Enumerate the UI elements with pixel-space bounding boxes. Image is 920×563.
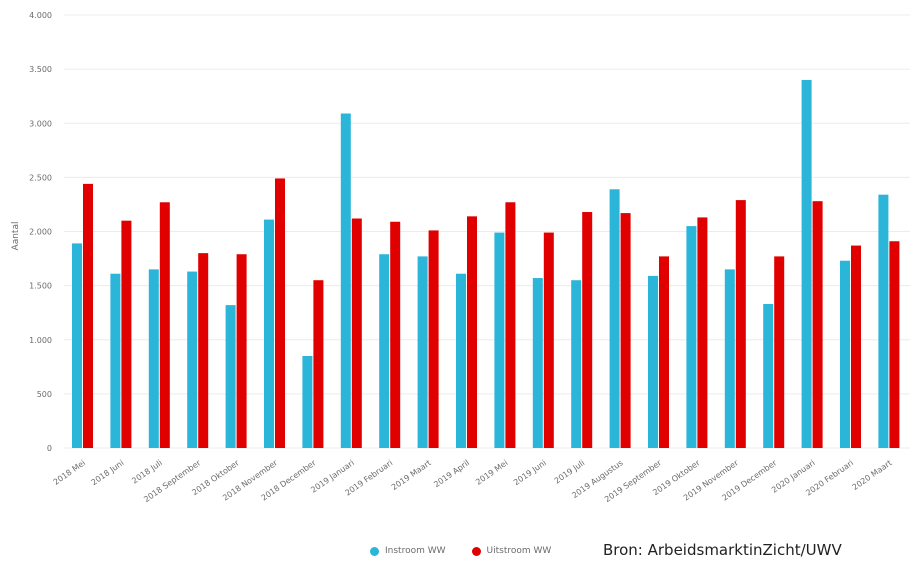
bar-instroom	[187, 271, 198, 448]
x-tick-label: 2018 Juli	[130, 458, 164, 485]
y-axis: 0 500 1.000 1.500 2.000 2.500 3.000 3.500 4.000	[29, 11, 52, 453]
bar-instroom	[686, 226, 697, 448]
bar-instroom	[264, 219, 274, 448]
legend-item-instroom: Instroom WW	[370, 546, 446, 556]
legend-label-instroom: Instroom WW	[385, 546, 446, 556]
bar-uitstroom	[774, 256, 785, 448]
bar-uitstroom	[428, 230, 439, 448]
x-tick-label: 2018 Juni	[90, 458, 126, 487]
legend-item-uitstroom: Uitstroom WW	[471, 546, 552, 556]
x-tick-label: 2020 Maart	[851, 458, 894, 492]
bar-instroom	[878, 194, 889, 448]
bar-instroom	[110, 273, 121, 448]
y-axis-label: Aantal	[11, 222, 21, 251]
bar-uitstroom	[198, 253, 209, 448]
bar-uitstroom	[505, 202, 516, 448]
bar-instroom	[302, 355, 313, 448]
legend-swatch-uitstroom	[471, 546, 481, 556]
bar-uitstroom	[697, 217, 708, 448]
bar-uitstroom	[543, 232, 554, 448]
y-tick-label: 3.500	[29, 65, 52, 74]
bar-instroom	[72, 243, 82, 448]
bar-instroom	[801, 79, 812, 448]
bar-uitstroom	[275, 178, 285, 448]
bar-instroom	[340, 113, 351, 448]
y-tick-label: 2.500	[29, 173, 52, 182]
bar-uitstroom	[351, 218, 362, 448]
bar-uitstroom	[620, 213, 631, 448]
bar-instroom	[609, 189, 620, 448]
bar-uitstroom	[159, 202, 170, 448]
y-tick-label: 1.500	[29, 282, 52, 291]
source-text: Bron: ArbeidsmarktinZicht/UWV	[603, 541, 842, 559]
bar-instroom	[724, 269, 735, 448]
x-tick-label: 2018 Mei	[52, 458, 87, 487]
y-tick-label: 1.000	[29, 336, 52, 345]
bar-instroom	[571, 280, 582, 448]
bar-instroom	[148, 269, 159, 448]
bar-uitstroom	[735, 200, 746, 448]
bar-uitstroom	[582, 212, 593, 448]
x-tick-label: 2019 April	[432, 458, 471, 489]
x-tick-label: 2019 Mei	[474, 458, 509, 487]
bar-instroom	[225, 305, 236, 448]
bar-instroom	[763, 304, 774, 448]
bar-instroom	[417, 256, 428, 448]
bar-uitstroom	[121, 220, 132, 448]
bar-uitstroom	[390, 221, 401, 448]
x-tick-label: 2019 Maart	[390, 458, 433, 492]
legend-swatch-instroom	[370, 546, 379, 556]
bar-uitstroom	[889, 241, 900, 448]
legend: Instroom WW Uitstroom WW	[370, 546, 551, 556]
bar-uitstroom	[313, 280, 324, 448]
bar-instroom	[494, 232, 505, 448]
y-tick-label: 2.000	[29, 228, 52, 237]
y-tick-label: 3.000	[29, 119, 52, 128]
x-tick-label: 2019 Juni	[512, 458, 548, 487]
bar-uitstroom	[851, 245, 861, 448]
bar-uitstroom	[659, 256, 669, 448]
y-tick-label: 500	[37, 390, 52, 399]
bar-instroom	[648, 275, 658, 448]
legend-label-uitstroom: Uitstroom WW	[486, 546, 552, 556]
bar-uitstroom	[83, 183, 93, 448]
x-tick-label: 2019 Juli	[553, 458, 587, 485]
bar-uitstroom	[812, 201, 823, 448]
bar-instroom	[840, 260, 850, 448]
bar-uitstroom	[467, 216, 477, 448]
bar-instroom	[456, 273, 466, 448]
y-tick-label: 4.000	[29, 11, 52, 20]
bar-instroom	[532, 278, 543, 448]
bar-uitstroom	[236, 254, 247, 448]
bar-instroom	[379, 254, 390, 448]
bars	[72, 79, 900, 448]
y-tick-label: 0	[47, 444, 52, 453]
